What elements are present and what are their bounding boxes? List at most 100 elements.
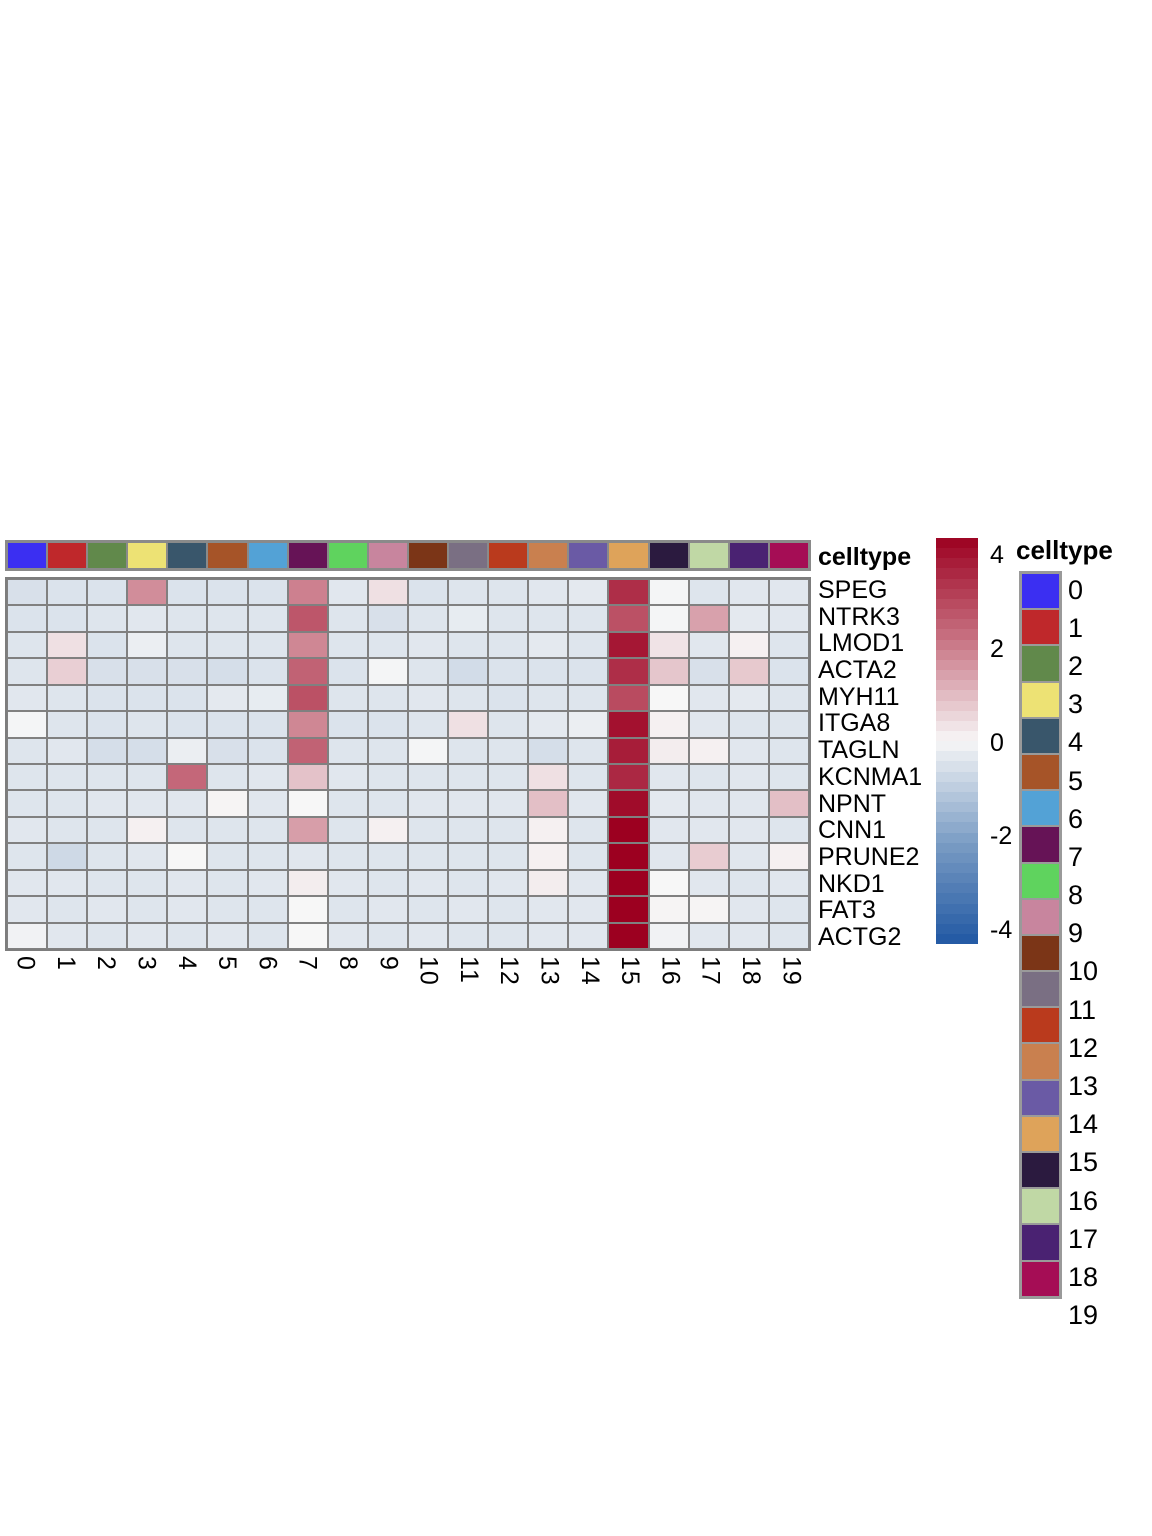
heatmap-cell: [327, 922, 368, 949]
heatmap-cell: [768, 764, 809, 791]
celltype-legend-labels: 0 1 2 3 4 5 6 7 8 9 10 11 12 13 14 15 16 17 18 19: [1068, 571, 1098, 1335]
heatmap-cell: [87, 737, 128, 764]
heatmap-cell: [728, 790, 769, 817]
heatmap-cell: [768, 816, 809, 844]
heatmap-cell: [608, 631, 649, 659]
heatmap-cell: [327, 631, 368, 659]
gene-label-itga8: ITGA8: [818, 709, 891, 738]
heatmap-cell: [608, 737, 649, 764]
annotation-cell-13: [528, 542, 569, 569]
heatmap-cell: [127, 843, 168, 870]
heatmap-cell: [488, 816, 529, 844]
annotation-cell-0: [7, 542, 48, 569]
annotation-cell-8: [327, 542, 368, 569]
heatmap-cell: [127, 764, 168, 791]
heatmap-cell: [648, 843, 689, 870]
legend-label-1: 1: [1068, 612, 1084, 643]
heatmap-cell: [488, 684, 529, 712]
heatmap-cell: [47, 711, 88, 738]
legend-swatch-17: [1021, 1188, 1060, 1225]
annotation-cell-9: [367, 542, 408, 569]
heatmap-cell: [407, 764, 449, 791]
heatmap-cell: [127, 869, 168, 897]
heatmap-cell: [327, 579, 368, 606]
annotation-cell-4: [167, 542, 208, 569]
heatmap-cell: [367, 605, 408, 632]
heatmap-cell: [7, 922, 48, 949]
heatmap-cell: [167, 605, 208, 632]
heatmap-cell: [327, 764, 368, 791]
heatmap-cell: [87, 764, 128, 791]
heatmap-cell: [167, 684, 208, 712]
column-label-9: 9: [374, 956, 403, 971]
heatmap-cell: [568, 896, 609, 923]
heatmap-cell: [648, 605, 689, 632]
heatmap-cell: [648, 631, 689, 659]
legend-swatch-5: [1021, 753, 1060, 791]
heatmap-cell: [488, 658, 529, 685]
legend-label-9: 9: [1068, 918, 1084, 949]
colorbar-step: [936, 588, 978, 599]
heatmap-cell: [528, 790, 569, 817]
colorbar-tick-4: 4: [990, 541, 1004, 569]
legend-label-17: 17: [1068, 1223, 1099, 1254]
colorbar-step: [936, 832, 978, 843]
colorbar-step: [936, 903, 978, 914]
colorbar-tick--2: -2: [990, 822, 1013, 851]
colorbar-tick--4: -4: [990, 916, 1013, 944]
legend-label-2: 2: [1068, 650, 1084, 681]
heatmap-cell: [448, 658, 489, 685]
heatmap-cell: [367, 631, 408, 659]
heatmap-cell: [127, 816, 168, 844]
colorbar-step: [936, 852, 978, 863]
heatmap-cell: [87, 658, 128, 685]
heatmap-cell: [207, 631, 248, 659]
colorbar-tick-0: 0: [990, 728, 1004, 757]
colorbar-step: [936, 649, 978, 660]
heatmap-cell: [688, 579, 729, 606]
colorbar-step: [936, 538, 978, 549]
heatmap-cell: [207, 869, 248, 897]
heatmap-cell: [728, 896, 769, 923]
legend-swatch-3: [1021, 681, 1060, 718]
heatmap-cell: [488, 631, 529, 659]
legend-swatch-2: [1021, 645, 1060, 682]
heatmap-cell: [407, 605, 449, 632]
annotation-cell-5: [207, 542, 248, 569]
heatmap-cell: [688, 764, 729, 791]
heatmap-cell: [407, 896, 449, 923]
heatmap-cell: [688, 631, 729, 659]
heatmap-cell: [87, 711, 128, 738]
gene-label-npnt: NPNT: [818, 789, 887, 818]
heatmap-cell: [327, 896, 368, 923]
heatmap-cell: [648, 579, 689, 606]
heatmap-cell: [568, 684, 609, 712]
heatmap-cell: [247, 843, 288, 870]
heatmap-cell: [127, 684, 168, 712]
heatmap-cell: [367, 816, 408, 844]
heatmap-cell: [207, 816, 248, 844]
heatmap-cell: [568, 631, 609, 659]
column-label-12: 12: [495, 956, 524, 986]
heatmap-cell: [247, 816, 288, 844]
heatmap-cell: [648, 737, 689, 764]
heatmap-cell: [407, 658, 449, 685]
heatmap-cell: [448, 790, 489, 817]
heatmap-cell: [7, 790, 48, 817]
gene-labels: SPEG NTRK3 LMOD1 ACTA2 MYH11 ITGA8 TAGLN KCNMA1…: [818, 576, 922, 951]
heatmap-cell: [127, 896, 168, 923]
heatmap-cell: [327, 711, 368, 738]
heatmap-cell: [608, 684, 649, 712]
heatmap-cell: [87, 684, 128, 712]
colorbar-step: [936, 883, 978, 894]
heatmap-cell: [247, 684, 288, 712]
colorbar-step: [936, 842, 978, 853]
heatmap-cell: [327, 605, 368, 632]
legend-label-5: 5: [1068, 765, 1084, 796]
heatmap-cell: [728, 658, 769, 685]
colorbar-step: [936, 893, 978, 904]
annotation-cell-18: [728, 542, 769, 569]
heatmap-cell: [167, 896, 208, 923]
legend-label-4: 4: [1068, 727, 1084, 758]
heatmap-cell: [688, 843, 729, 870]
